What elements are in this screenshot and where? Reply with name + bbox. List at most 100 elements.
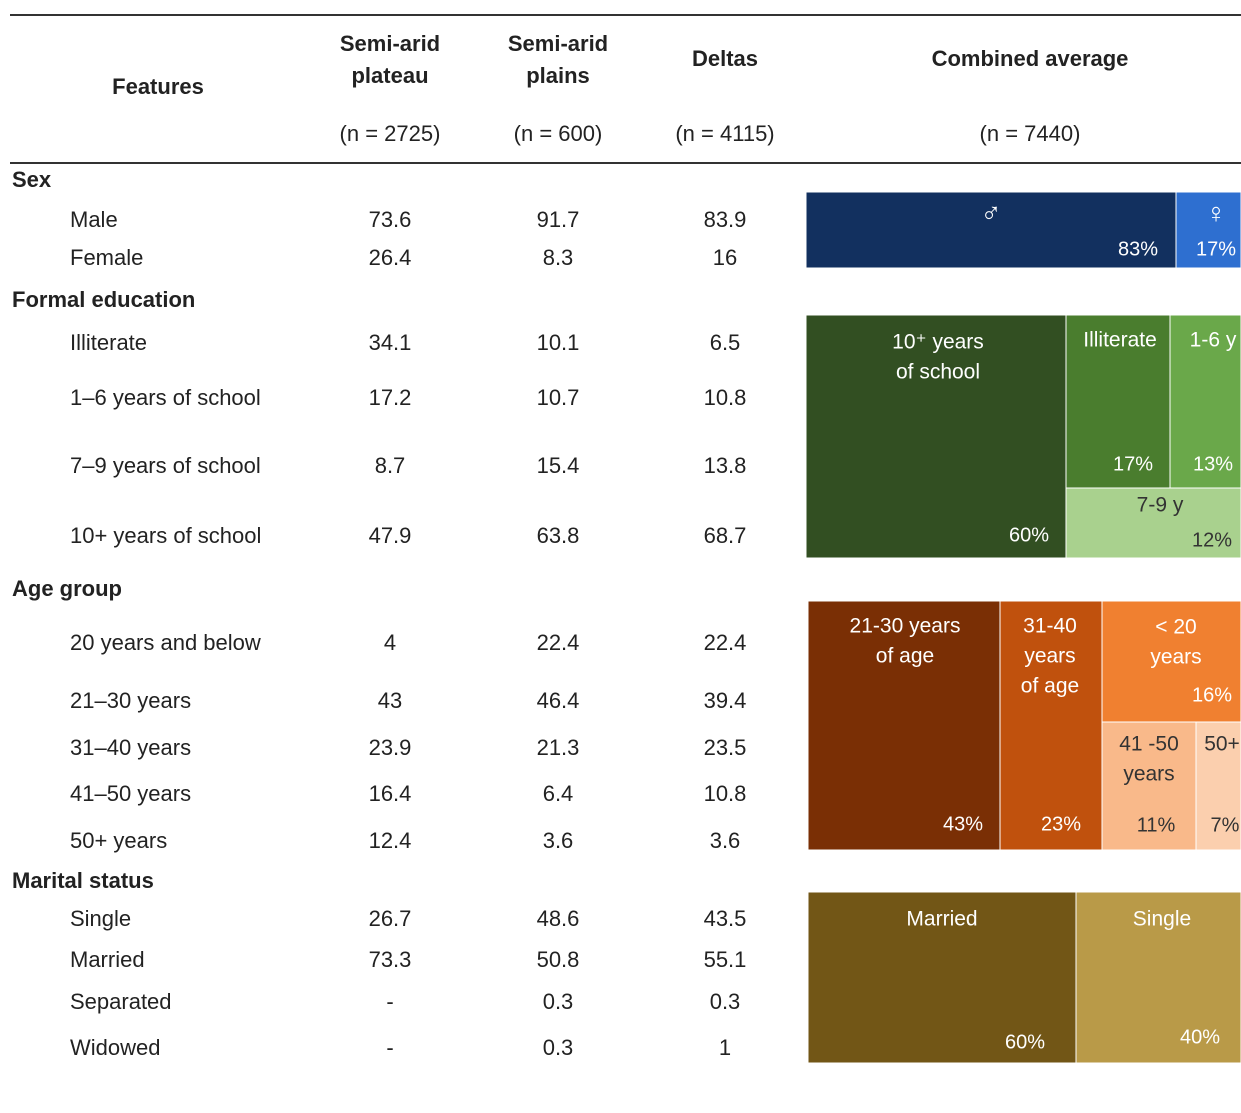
cell-value: 26.4	[369, 245, 412, 270]
tile-percent: 23%	[1041, 813, 1081, 835]
tile-label: ♀	[1206, 197, 1227, 228]
tile-label: years	[1024, 645, 1075, 668]
row-label: 41–50 years	[70, 781, 191, 806]
cell-value: 73.3	[369, 947, 412, 972]
row-label: 1–6 years of school	[70, 385, 261, 410]
tile-percent: 17%	[1113, 453, 1153, 475]
tile	[1195, 721, 1241, 851]
cell-value: 55.1	[704, 947, 747, 972]
cell-value: 23.9	[369, 735, 412, 760]
cell-value: 16	[713, 245, 737, 270]
tile-label: of age	[1021, 675, 1079, 698]
row-label: 21–30 years	[70, 688, 191, 713]
row-label: 10+ years of school	[70, 523, 261, 548]
column-n: (n = 4115)	[675, 121, 774, 146]
column-header: plateau	[351, 63, 428, 88]
cell-value: 10.1	[537, 330, 580, 355]
row-label: 50+ years	[70, 828, 167, 853]
tile-label: years	[1123, 763, 1174, 786]
cell-value: 10.8	[704, 781, 747, 806]
cell-value: 1	[719, 1035, 731, 1060]
row-label: Married	[70, 947, 145, 972]
cell-value: 91.7	[537, 207, 580, 232]
tile-percent: 60%	[1005, 1031, 1045, 1053]
cell-value: -	[386, 989, 393, 1014]
row-label: 7–9 years of school	[70, 453, 261, 478]
tile-percent: 40%	[1180, 1026, 1220, 1048]
tile	[1065, 487, 1241, 559]
tile-percent: 83%	[1118, 238, 1158, 260]
cell-value: 17.2	[369, 385, 412, 410]
row-label: Separated	[70, 989, 172, 1014]
cell-value: 34.1	[369, 330, 412, 355]
column-header: Semi-arid	[508, 31, 608, 56]
cell-value: 26.7	[369, 906, 412, 931]
cell-value: 48.6	[537, 906, 580, 931]
column-header: Semi-arid	[340, 31, 440, 56]
column-header: Deltas	[692, 46, 758, 71]
column-header: plains	[526, 63, 590, 88]
tile-label: ♂	[981, 197, 1002, 228]
cell-value: -	[386, 1035, 393, 1060]
tile-percent: 16%	[1192, 684, 1232, 706]
cell-value: 43.5	[704, 906, 747, 931]
cell-value: 16.4	[369, 781, 412, 806]
section-title: Sex	[12, 167, 52, 192]
row-label: Widowed	[70, 1035, 160, 1060]
cell-value: 39.4	[704, 688, 747, 713]
tile	[999, 600, 1103, 851]
section-title: Marital status	[12, 868, 154, 893]
cell-value: 3.6	[543, 828, 574, 853]
row-label: 31–40 years	[70, 735, 191, 760]
tile-percent: 60%	[1009, 524, 1049, 546]
tile-label: < 20	[1155, 616, 1196, 639]
row-label: Female	[70, 245, 143, 270]
column-n: (n = 2725)	[340, 121, 441, 146]
cell-value: 12.4	[369, 828, 412, 853]
cell-value: 6.4	[543, 781, 574, 806]
tile-label: 7-9 y	[1137, 494, 1184, 517]
tile-label: 41 -50	[1119, 733, 1179, 756]
tile-percent: 17%	[1196, 238, 1236, 260]
cell-value: 22.4	[537, 630, 580, 655]
tile-label: years	[1150, 646, 1201, 669]
column-header: Combined average	[932, 46, 1129, 71]
cell-value: 0.3	[543, 989, 574, 1014]
tile-label: Illiterate	[1083, 329, 1157, 352]
tile	[807, 891, 1077, 1064]
tile-label: 31-40	[1023, 615, 1077, 638]
cell-value: 22.4	[704, 630, 747, 655]
tile-label: Single	[1133, 908, 1191, 931]
cell-value: 68.7	[704, 523, 747, 548]
tile	[1065, 314, 1171, 489]
cell-value: 6.5	[710, 330, 741, 355]
tile-percent: 12%	[1192, 529, 1232, 551]
cell-value: 8.3	[543, 245, 574, 270]
cell-value: 83.9	[704, 207, 747, 232]
tile-label: 1-6 y	[1190, 329, 1237, 352]
tile-label: 21-30 years	[850, 615, 961, 638]
cell-value: 50.8	[537, 947, 580, 972]
tile-label: of age	[876, 645, 934, 668]
cell-value: 8.7	[375, 453, 406, 478]
tile	[1075, 891, 1241, 1064]
cell-value: 46.4	[537, 688, 580, 713]
column-header: Features	[112, 74, 204, 99]
column-n: (n = 600)	[514, 121, 603, 146]
column-n: (n = 7440)	[980, 121, 1081, 146]
cell-value: 10.7	[537, 385, 580, 410]
tile	[805, 191, 1177, 269]
cell-value: 15.4	[537, 453, 580, 478]
cell-value: 0.3	[710, 989, 741, 1014]
tile-percent: 7%	[1211, 814, 1240, 836]
cell-value: 3.6	[710, 828, 741, 853]
cell-value: 0.3	[543, 1035, 574, 1060]
cell-value: 63.8	[537, 523, 580, 548]
cell-value: 10.8	[704, 385, 747, 410]
tile-label: of school	[896, 361, 980, 384]
cell-value: 21.3	[537, 735, 580, 760]
section-title: Formal education	[12, 287, 195, 312]
row-label: Male	[70, 207, 118, 232]
tile-percent: 43%	[943, 813, 983, 835]
